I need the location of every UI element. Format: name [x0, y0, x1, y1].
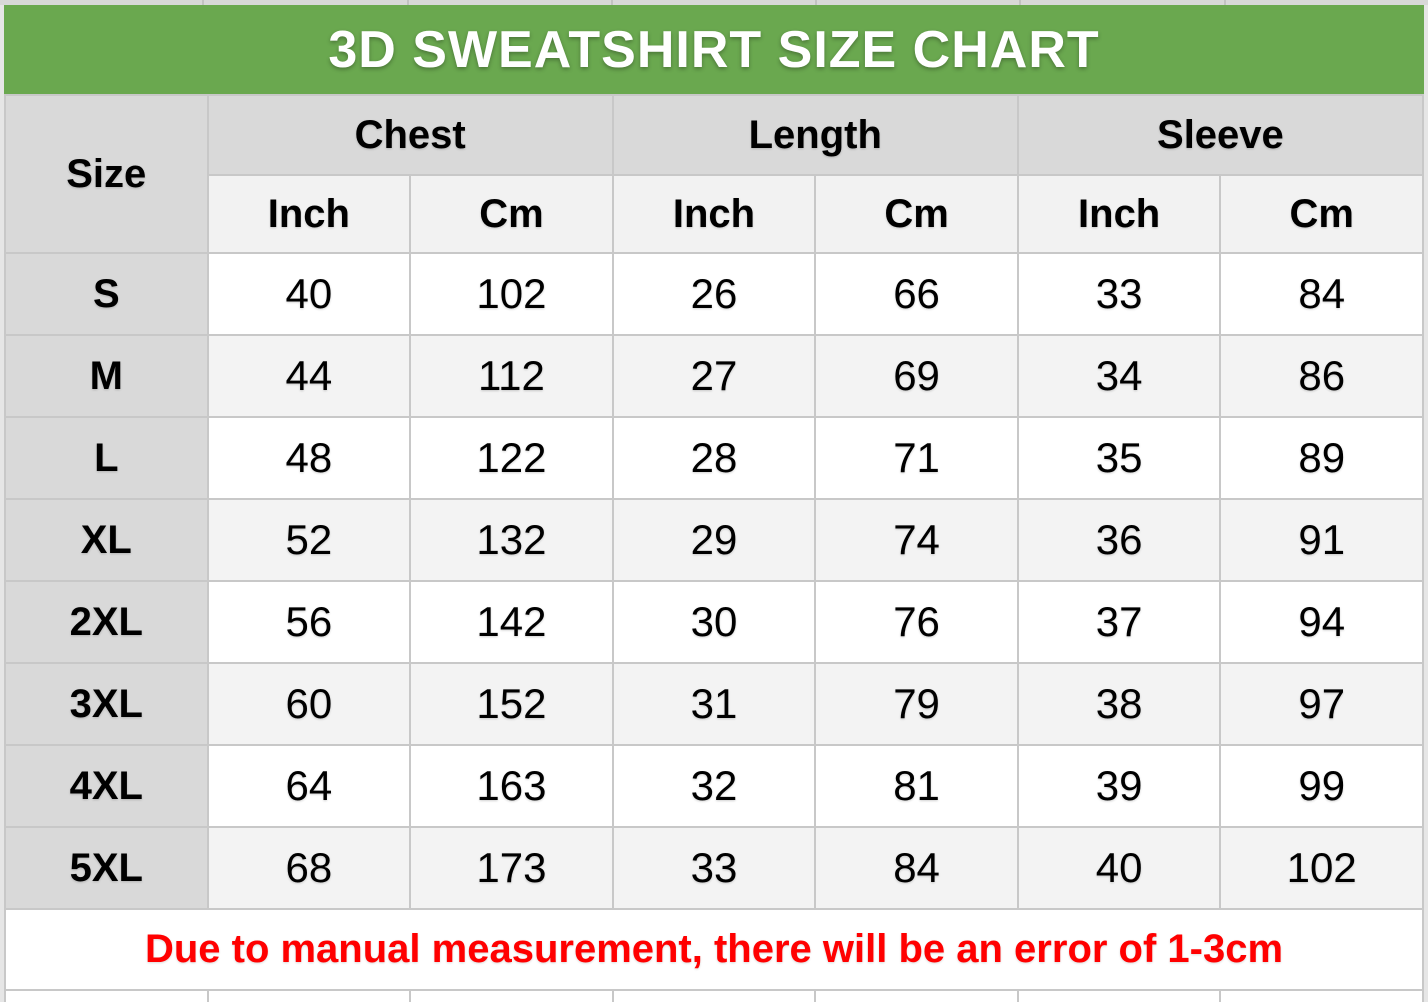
- value-cell: 52: [208, 500, 412, 582]
- grid-cell: [411, 991, 614, 1002]
- value-cell: 173: [411, 828, 614, 910]
- grid-cell: [0, 0, 205, 5]
- spreadsheet-top-grid-strip: [0, 0, 1428, 5]
- size-label: S: [6, 254, 209, 336]
- value-cell: 56: [208, 582, 412, 664]
- value-cell: 69: [816, 336, 1019, 418]
- value-cell: 84: [816, 828, 1019, 910]
- value-cell: 38: [1018, 664, 1222, 746]
- value-cell: 26: [613, 254, 817, 336]
- grid-cell: [1021, 0, 1226, 5]
- chart-content: 3D SWEATSHIRT SIZE CHART Size Chest Leng…: [4, 5, 1424, 1002]
- value-cell: 102: [411, 254, 614, 336]
- title-bar: 3D SWEATSHIRT SIZE CHART: [4, 5, 1424, 94]
- value-cell: 66: [816, 254, 1019, 336]
- grid-cell: [209, 991, 412, 1002]
- value-cell: 91: [1221, 500, 1424, 582]
- value-cell: 34: [1018, 336, 1222, 418]
- unit-header-length-inch: Inch: [613, 176, 817, 254]
- value-cell: 29: [613, 500, 817, 582]
- value-cell: 122: [411, 418, 614, 500]
- value-cell: 40: [1018, 828, 1222, 910]
- unit-header-sleeve-cm: Cm: [1221, 176, 1424, 254]
- value-cell: 64: [208, 746, 412, 828]
- group-header-chest: Chest: [208, 96, 614, 176]
- value-cell: 132: [411, 500, 614, 582]
- size-label: 2XL: [6, 582, 209, 664]
- value-cell: 32: [613, 746, 817, 828]
- value-cell: 99: [1221, 746, 1424, 828]
- value-cell: 94: [1221, 582, 1424, 664]
- group-header-sleeve: Sleeve: [1018, 96, 1424, 176]
- value-cell: 142: [411, 582, 614, 664]
- size-label: L: [6, 418, 209, 500]
- value-cell: 71: [816, 418, 1019, 500]
- unit-header-chest-inch: Inch: [208, 176, 412, 254]
- measurement-note: Due to manual measurement, there will be…: [144, 927, 1284, 971]
- measurement-note-row: Due to manual measurement, there will be…: [6, 910, 1424, 991]
- value-cell: 79: [816, 664, 1019, 746]
- value-cell: 31: [613, 664, 817, 746]
- size-label: 4XL: [6, 746, 209, 828]
- grid-cell: [1019, 991, 1222, 1002]
- size-header-cell: Size: [6, 96, 209, 254]
- value-cell: 36: [1018, 500, 1222, 582]
- size-label: M: [6, 336, 209, 418]
- value-cell: 81: [816, 746, 1019, 828]
- grid-cell: [204, 0, 409, 5]
- value-cell: 112: [411, 336, 614, 418]
- grid-cell: [409, 0, 613, 5]
- value-cell: 152: [411, 664, 614, 746]
- value-cell: 48: [208, 418, 412, 500]
- grid-cell: [1226, 0, 1428, 5]
- value-cell: 27: [613, 336, 817, 418]
- value-cell: 37: [1018, 582, 1222, 664]
- size-label: 3XL: [6, 664, 209, 746]
- value-cell: 86: [1221, 336, 1424, 418]
- value-cell: 84: [1221, 254, 1424, 336]
- size-label: XL: [6, 500, 209, 582]
- value-cell: 30: [613, 582, 817, 664]
- group-header-length: Length: [613, 96, 1019, 176]
- value-cell: 102: [1221, 828, 1424, 910]
- value-cell: 44: [208, 336, 412, 418]
- grid-cell: [613, 0, 818, 5]
- grid-cell: [816, 991, 1019, 1002]
- value-cell: 68: [208, 828, 412, 910]
- value-cell: 35: [1018, 418, 1222, 500]
- unit-header-chest-cm: Cm: [411, 176, 614, 254]
- size-chart-table: Size Chest Length Sleeve Inch Cm Inch Cm…: [4, 94, 1424, 1002]
- spreadsheet-bottom-grid-strip: [6, 991, 1424, 1002]
- page-title: 3D SWEATSHIRT SIZE CHART: [328, 20, 1100, 79]
- grid-cell: [6, 991, 209, 1002]
- unit-header-sleeve-inch: Inch: [1018, 176, 1222, 254]
- grid-cell: [614, 991, 817, 1002]
- grid-cell: [1221, 991, 1422, 1002]
- value-cell: 28: [613, 418, 817, 500]
- size-label: 5XL: [6, 828, 209, 910]
- value-cell: 60: [208, 664, 412, 746]
- grid-cell: [817, 0, 1022, 5]
- value-cell: 39: [1018, 746, 1222, 828]
- value-cell: 163: [411, 746, 614, 828]
- value-cell: 40: [208, 254, 412, 336]
- value-cell: 97: [1221, 664, 1424, 746]
- value-cell: 74: [816, 500, 1019, 582]
- value-cell: 33: [613, 828, 817, 910]
- unit-header-length-cm: Cm: [816, 176, 1019, 254]
- value-cell: 76: [816, 582, 1019, 664]
- value-cell: 89: [1221, 418, 1424, 500]
- value-cell: 33: [1018, 254, 1222, 336]
